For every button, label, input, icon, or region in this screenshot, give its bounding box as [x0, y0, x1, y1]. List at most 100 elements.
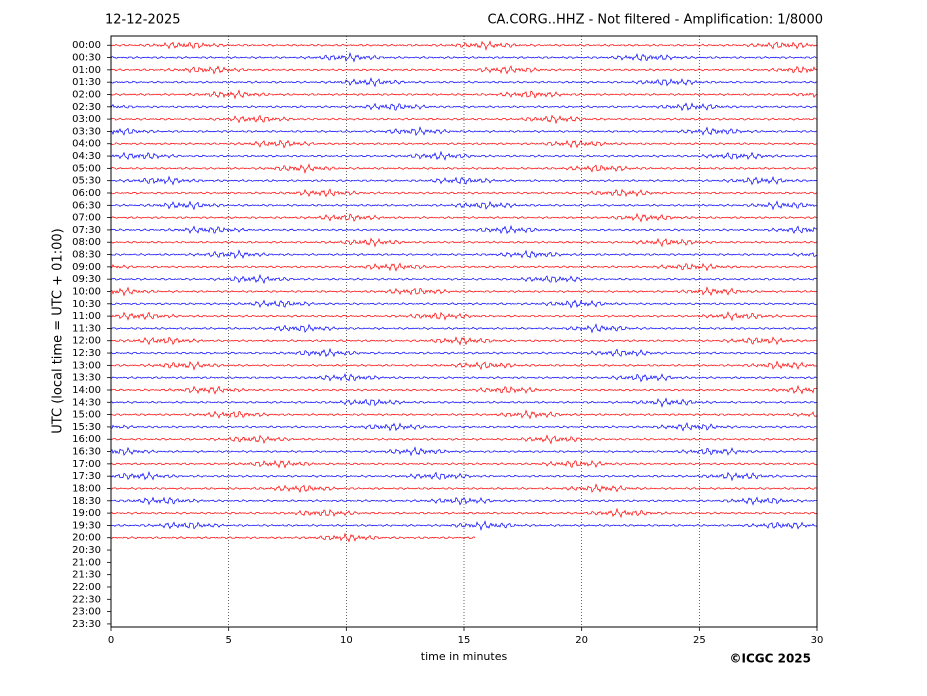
y-tick-label: 09:00 — [72, 262, 101, 273]
y-tick-label: 01:30 — [72, 77, 101, 88]
y-tick-label: 09:30 — [72, 274, 101, 285]
y-tick-label: 23:30 — [72, 619, 101, 630]
trace — [110, 459, 818, 469]
trace — [110, 175, 818, 186]
chart-date: 12-12-2025 — [105, 13, 181, 28]
y-tick-label: 15:00 — [72, 410, 101, 421]
trace — [110, 249, 818, 260]
y-tick-label: 08:30 — [72, 250, 101, 261]
trace — [110, 434, 818, 445]
trace — [110, 65, 818, 75]
trace — [110, 286, 818, 297]
trace — [110, 188, 818, 198]
y-tick-label: 01:00 — [72, 65, 101, 76]
x-tick-label: 15 — [458, 635, 471, 646]
y-tick-label: 23:00 — [72, 607, 101, 618]
trace — [110, 384, 818, 395]
y-tick-label: 20:00 — [72, 533, 101, 544]
trace — [110, 496, 818, 506]
trace — [110, 360, 818, 371]
y-tick-label: 11:00 — [72, 311, 101, 322]
plot-frame — [110, 35, 818, 628]
y-axis-label: UTC (local time = UTC + 01:00) — [51, 228, 66, 433]
trace — [110, 347, 818, 358]
y-tick-label: 17:30 — [72, 471, 101, 482]
trace — [110, 262, 818, 272]
y-tick-label: 02:00 — [72, 89, 101, 100]
x-tick-label: 25 — [693, 635, 706, 646]
y-tick-label: 04:30 — [72, 151, 101, 162]
trace — [110, 77, 818, 88]
y-tick-label: 18:00 — [72, 483, 101, 494]
y-tick-label: 21:00 — [72, 557, 101, 568]
trace — [110, 336, 818, 346]
trace — [110, 273, 818, 285]
trace — [110, 114, 818, 125]
trace — [110, 51, 818, 63]
x-tick-label: 20 — [575, 635, 588, 646]
trace — [110, 299, 818, 309]
y-tick-label: 04:00 — [72, 139, 101, 150]
y-tick-label: 13:00 — [72, 360, 101, 371]
x-tick-label: 5 — [225, 635, 231, 646]
trace — [110, 520, 818, 532]
trace — [110, 422, 818, 432]
y-tick-label: 19:00 — [72, 508, 101, 519]
x-tick-label: 0 — [108, 635, 114, 646]
x-axis-label: time in minutes — [421, 650, 508, 663]
trace — [110, 126, 818, 137]
trace — [110, 139, 818, 149]
credit: ©ICGC 2025 — [729, 652, 811, 666]
y-tick-label: 05:00 — [72, 163, 101, 174]
trace — [110, 89, 818, 100]
y-tick-label: 16:00 — [72, 434, 101, 445]
y-tick-label: 00:30 — [72, 53, 101, 64]
y-tick-label: 06:30 — [72, 200, 101, 211]
trace — [110, 532, 476, 543]
trace — [110, 102, 818, 112]
y-tick-label: 18:30 — [72, 496, 101, 507]
y-tick-label: 02:30 — [72, 102, 101, 113]
y-tick-label: 12:00 — [72, 336, 101, 347]
y-tick-label: 05:30 — [72, 176, 101, 187]
y-tick-label: 13:30 — [72, 373, 101, 384]
trace — [110, 471, 818, 482]
y-tick-label: 21:30 — [72, 570, 101, 581]
y-tick-label: 19:30 — [72, 520, 101, 531]
y-tick-label: 06:00 — [72, 188, 101, 199]
y-tick-label: 20:30 — [72, 545, 101, 556]
trace — [110, 150, 818, 161]
y-tick-label: 17:00 — [72, 459, 101, 470]
trace — [110, 212, 818, 223]
y-tick-label: 11:30 — [72, 323, 101, 334]
y-tick-label: 15:30 — [72, 422, 101, 433]
y-tick-label: 00:00 — [72, 40, 101, 51]
x-tick-label: 10 — [340, 635, 353, 646]
y-tick-label: 22:00 — [72, 582, 101, 593]
y-tick-label: 14:30 — [72, 397, 101, 408]
y-tick-label: 08:00 — [72, 237, 101, 248]
chart-title: CA.CORG..HHZ - Not filtered - Amplificat… — [487, 13, 823, 28]
y-tick-label: 07:00 — [72, 213, 101, 224]
y-tick-label: 14:00 — [72, 385, 101, 396]
trace — [110, 311, 818, 322]
y-tick-label: 03:00 — [72, 114, 101, 125]
y-tick-label: 22:30 — [72, 594, 101, 605]
trace — [110, 372, 818, 383]
trace — [110, 507, 818, 519]
trace — [110, 483, 818, 494]
trace — [110, 200, 818, 211]
y-tick-label: 07:30 — [72, 225, 101, 236]
y-tick-label: 03:30 — [72, 126, 101, 137]
y-tick-label: 10:00 — [72, 286, 101, 297]
y-tick-label: 12:30 — [72, 348, 101, 359]
x-tick-label: 30 — [811, 635, 824, 646]
trace — [110, 397, 818, 408]
y-tick-label: 10:30 — [72, 299, 101, 310]
y-tick-label: 16:30 — [72, 447, 101, 458]
trace — [110, 224, 818, 235]
trace — [110, 323, 818, 334]
trace — [110, 163, 818, 174]
